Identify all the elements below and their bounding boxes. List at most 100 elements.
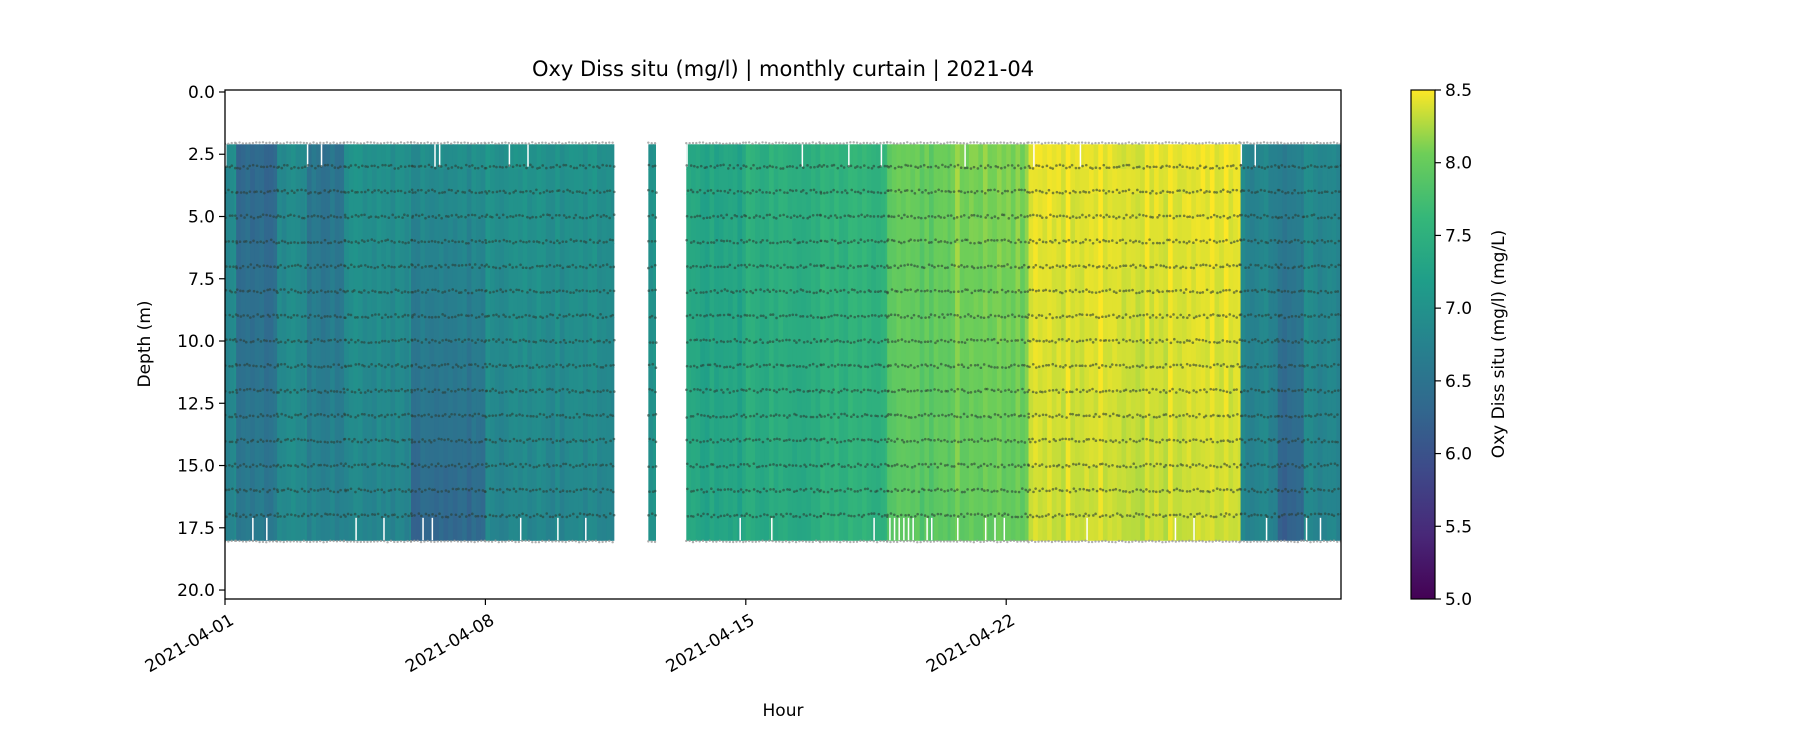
- curtain-cell: [700, 292, 706, 319]
- sensor-point: [241, 289, 245, 293]
- sensor-point: [420, 188, 423, 192]
- curtain-cell: [1098, 144, 1104, 170]
- curtain-cell: [652, 391, 657, 418]
- sensor-point: [374, 364, 378, 368]
- curtain-cell: [259, 193, 265, 220]
- curtain-cell: [1237, 342, 1242, 368]
- sensor-point: [424, 488, 427, 492]
- curtain-cell: [578, 465, 584, 492]
- curtain-cell: [759, 465, 765, 492]
- curtain-cell: [838, 515, 845, 541]
- curtain-cell: [964, 243, 970, 269]
- curtain-cell: [1277, 218, 1284, 244]
- curtain-cell: [718, 169, 725, 195]
- curtain-cell: [513, 391, 519, 418]
- curtain-cell: [443, 292, 449, 319]
- curtain-cell: [404, 144, 410, 170]
- sensor-point: [263, 191, 266, 195]
- curtain-cell: [690, 441, 697, 467]
- sensor-point: [332, 390, 336, 393]
- curtain-cell: [1301, 342, 1305, 368]
- sensor-point: [428, 487, 431, 491]
- curtain-cell: [399, 342, 406, 368]
- curtain-cell: [236, 317, 242, 343]
- curtain-cell: [434, 342, 440, 368]
- curtain-cell: [316, 441, 322, 467]
- curtain-cell: [806, 292, 812, 319]
- curtain-cell: [508, 490, 514, 517]
- boundary-point: [356, 540, 359, 544]
- curtain-cell: [541, 441, 547, 467]
- sensor-point: [389, 315, 393, 319]
- sensor-point: [430, 415, 433, 419]
- curtain-cell: [1186, 367, 1192, 393]
- curtain-cell: [448, 490, 454, 517]
- curtain-cell: [395, 416, 401, 442]
- curtain-cell: [1056, 317, 1062, 343]
- sensor-point: [380, 488, 384, 492]
- curtain-cell: [536, 218, 542, 244]
- curtain-cell: [494, 416, 500, 442]
- curtain-cell: [1140, 441, 1146, 467]
- curtain-cell: [1313, 515, 1319, 541]
- curtain-cell: [277, 292, 283, 319]
- curtain-cell: [1116, 490, 1123, 517]
- sensor-point: [363, 240, 366, 243]
- sensor-point: [306, 263, 310, 267]
- curtain-cell: [815, 144, 821, 170]
- sensor-point: [360, 513, 364, 517]
- curtain-cell: [820, 342, 826, 368]
- curtain-cell: [938, 490, 944, 517]
- curtain-cell: [1126, 144, 1132, 170]
- curtain-cell: [1149, 169, 1155, 195]
- curtain-cell: [773, 490, 779, 517]
- boundary-point: [426, 141, 429, 144]
- curtain-cell: [1181, 465, 1188, 492]
- curtain-cell: [1322, 441, 1328, 467]
- curtain-cell: [1116, 169, 1123, 195]
- curtain-cell: [1228, 465, 1234, 492]
- curtain-cell: [1205, 441, 1211, 467]
- boundary-point: [436, 141, 439, 145]
- curtain-cell: [686, 441, 692, 467]
- curtain-cell: [485, 465, 491, 492]
- sensor-point: [235, 340, 238, 343]
- curtain-cell: [1336, 490, 1341, 517]
- curtain-cell: [597, 268, 603, 294]
- curtain-cell: [304, 268, 308, 294]
- curtain-cell: [1177, 169, 1183, 195]
- curtain-cell: [718, 490, 725, 517]
- curtain-cell: [1084, 243, 1090, 269]
- sensor-point: [294, 464, 297, 467]
- curtain-cell: [750, 515, 756, 541]
- curtain-cell: [1277, 416, 1284, 442]
- curtain-cell: [783, 193, 789, 220]
- curtain-cell: [1186, 441, 1192, 467]
- curtain-cell: [404, 193, 410, 220]
- curtain-cell: [448, 144, 454, 170]
- sensor-point: [360, 213, 363, 217]
- curtain-cell: [933, 441, 939, 467]
- sensor-point: [420, 366, 423, 369]
- curtain-cell: [1240, 391, 1246, 418]
- curtain-cell: [1112, 465, 1118, 492]
- curtain-cell: [1033, 292, 1039, 319]
- curtain-cell: [457, 243, 463, 269]
- sensor-point: [231, 514, 235, 517]
- curtain-cell: [306, 218, 313, 244]
- curtain-cell: [1088, 416, 1095, 442]
- curtain-cell: [1273, 367, 1279, 393]
- curtain-cell: [938, 342, 944, 368]
- curtain-cell: [325, 441, 331, 467]
- curtain-cell: [1287, 144, 1293, 170]
- curtain-cell: [1240, 144, 1246, 170]
- curtain-cell: [1308, 416, 1314, 442]
- sensor-point: [447, 188, 451, 192]
- curtain-cell: [1200, 193, 1206, 220]
- curtain-cell: [1259, 193, 1265, 220]
- curtain-cell: [792, 268, 798, 294]
- curtain-cell: [236, 268, 242, 294]
- curtain-cell: [504, 169, 510, 195]
- curtain-cell: [424, 441, 431, 467]
- curtain-cell: [987, 515, 993, 541]
